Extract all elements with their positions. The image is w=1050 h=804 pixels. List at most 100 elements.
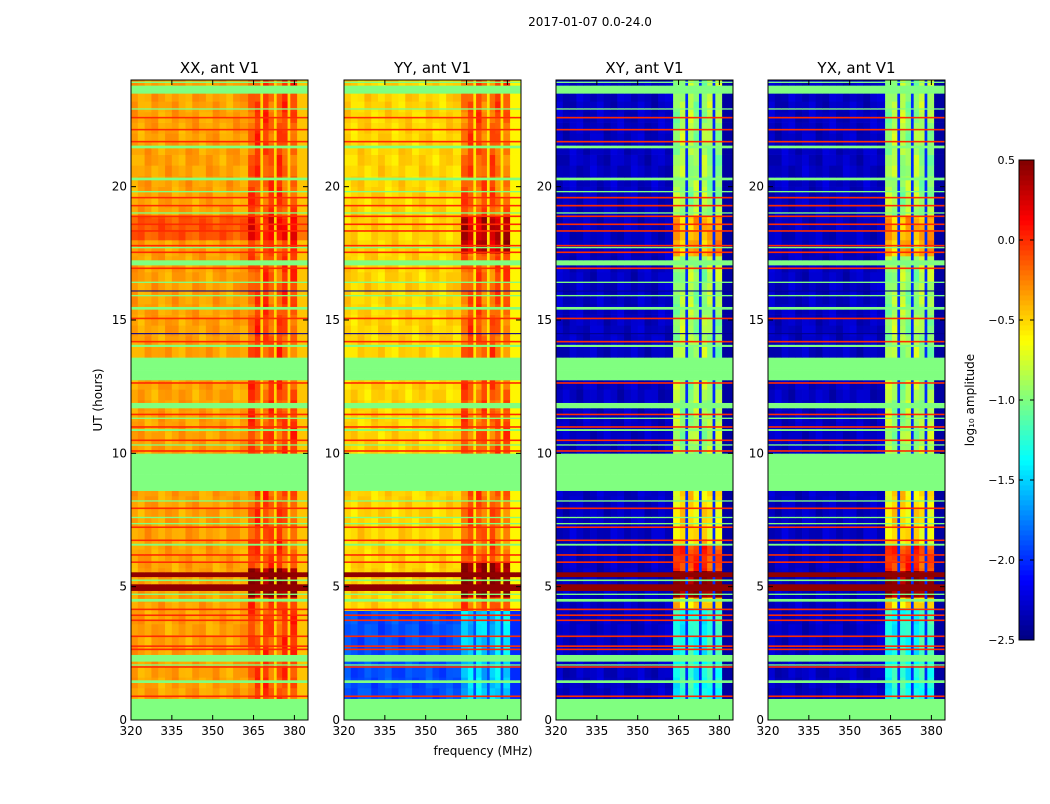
heatmap-cell — [248, 428, 256, 431]
heatmap-cell — [144, 240, 152, 245]
heatmap-cell — [254, 260, 261, 262]
heatmap-cell — [260, 664, 264, 666]
heatmap-cell — [268, 370, 275, 379]
heatmap-cell — [205, 490, 214, 497]
heatmap-cell — [137, 261, 146, 266]
heatmap-cell — [263, 613, 269, 615]
heatmap-cell — [282, 698, 288, 710]
heatmap-cell — [226, 598, 234, 602]
heatmap-cell — [248, 197, 256, 199]
heatmap-cell — [199, 204, 207, 207]
heatmap-cell — [263, 250, 269, 252]
heatmap-cell — [260, 665, 264, 667]
heatmap-cell — [276, 176, 283, 178]
heatmap-cell — [137, 304, 146, 307]
heatmap-cell — [185, 500, 193, 502]
heatmap-cell — [151, 555, 159, 561]
heatmap-cell — [282, 609, 288, 611]
heatmap-cell — [297, 410, 303, 414]
heatmap-cell — [151, 246, 159, 249]
heatmap-cell — [226, 389, 234, 401]
heatmap-cell — [290, 400, 298, 403]
heatmap-cell — [254, 244, 261, 247]
heatmap-cell — [282, 453, 288, 465]
heatmap-cell — [171, 333, 180, 337]
heatmap-cell — [260, 198, 264, 205]
heatmap-cell — [302, 474, 309, 486]
heatmap-cell — [192, 709, 200, 721]
heatmap-cell — [302, 667, 309, 678]
heatmap-cell — [158, 291, 166, 294]
heatmap-cell — [158, 304, 166, 307]
heatmap-cell — [165, 508, 173, 517]
heatmap-cell — [144, 282, 152, 291]
heatmap-cell — [151, 336, 159, 341]
heatmap-cell — [233, 218, 241, 224]
heatmap-cell — [131, 610, 139, 614]
heatmap-cell — [260, 368, 264, 369]
heatmap-cell — [185, 610, 193, 614]
heatmap-cell — [185, 654, 193, 657]
heatmap-cell — [144, 490, 152, 497]
heatmap-cell — [239, 231, 249, 241]
heatmap-cell — [199, 570, 207, 573]
heatmap-cell — [282, 402, 288, 409]
heatmap-cell — [178, 252, 186, 254]
heatmap-cell — [144, 677, 152, 681]
heatmap-cell — [263, 368, 269, 371]
heatmap-cell — [137, 381, 146, 384]
heatmap-cell — [199, 428, 207, 431]
heatmap-cell — [254, 698, 261, 710]
heatmap-cell — [199, 568, 207, 571]
heatmap-cell — [226, 296, 234, 305]
heatmap-cell — [302, 579, 309, 582]
heatmap-cell — [212, 381, 220, 384]
heatmap-cell — [192, 593, 200, 595]
heatmap-cell — [276, 576, 283, 580]
heatmap-cell — [287, 613, 291, 615]
heatmap-cell — [151, 268, 159, 273]
heatmap-cell — [185, 579, 193, 582]
heatmap-cell — [290, 597, 298, 599]
heatmap-cell — [263, 240, 269, 245]
heatmap-cell — [233, 381, 241, 384]
heatmap-cell — [192, 251, 200, 254]
heatmap-cell — [248, 342, 256, 345]
heatmap-cell — [171, 318, 180, 326]
heatmap-cell — [239, 413, 249, 416]
heatmap-cell — [219, 696, 227, 699]
heatmap-cell — [290, 240, 298, 245]
heatmap-cell — [282, 490, 288, 497]
heatmap-cell — [282, 522, 288, 525]
heatmap-cell — [287, 290, 291, 292]
heatmap-cell — [290, 666, 298, 668]
heatmap-cell — [219, 680, 227, 683]
heatmap-cell — [276, 304, 283, 307]
heatmap-cell — [239, 562, 249, 569]
heatmap-cell — [144, 192, 152, 197]
heatmap-cell — [290, 439, 298, 442]
heatmap-cell — [268, 272, 275, 282]
heatmap-cell — [212, 442, 220, 445]
heatmap-cell — [282, 272, 288, 282]
heatmap-cell — [158, 664, 166, 666]
heatmap-cell — [137, 601, 146, 603]
heatmap-cell — [212, 667, 220, 678]
heatmap-cell — [171, 507, 180, 510]
heatmap-cell — [151, 418, 159, 422]
heatmap-cell — [290, 648, 298, 651]
heatmap-cell — [302, 584, 309, 591]
heatmap-cell — [254, 216, 261, 219]
heatmap-cell — [151, 260, 159, 262]
heatmap-cell — [165, 677, 173, 681]
heatmap-cell — [185, 428, 193, 431]
heatmap-cell — [192, 613, 200, 615]
heatmap-cell — [290, 290, 298, 292]
heatmap-cell — [302, 410, 309, 414]
heatmap-cell — [212, 268, 220, 273]
heatmap-cell — [248, 204, 256, 207]
heatmap-cell — [254, 197, 261, 199]
heatmap-cell — [233, 216, 241, 218]
heatmap-cell — [254, 380, 261, 383]
heatmap-cell — [137, 445, 146, 451]
